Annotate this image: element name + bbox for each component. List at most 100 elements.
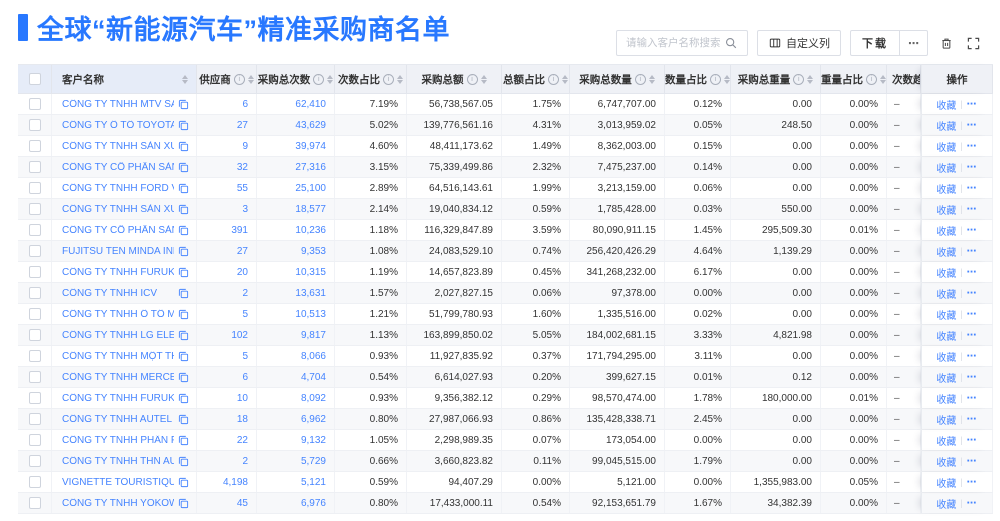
row-checkbox[interactable] [28,98,41,110]
more-actions-button[interactable]: ⋯ [966,497,978,509]
row-checkbox[interactable] [28,203,41,215]
more-actions-button[interactable]: ⋯ [966,287,978,299]
favorite-button[interactable]: 收藏 [936,478,957,490]
favorite-button[interactable]: 收藏 [936,184,957,196]
purchase-times-cell[interactable]: 5,121 [257,472,335,492]
row-checkbox[interactable] [28,308,41,320]
download-button[interactable]: 下载 [862,38,888,50]
search-icon[interactable] [722,34,740,52]
copy-icon[interactable] [174,204,189,215]
suppliers-cell[interactable]: 18 [197,409,257,429]
customer-name-link[interactable]: FUJITSU TEN MINDA INDIA PVT... [62,245,174,257]
row-checkbox[interactable] [28,287,41,299]
customer-name-link[interactable]: CÔNG TY TNHH ICV [62,287,158,299]
purchase-times-cell[interactable]: 62,410 [257,94,335,114]
purchase-times-cell[interactable]: 13,631 [257,283,335,303]
row-checkbox[interactable] [28,329,41,341]
copy-icon[interactable] [174,351,189,362]
more-actions-button[interactable]: ⋯ [966,392,978,404]
purchase-times-cell[interactable]: 6,976 [257,493,335,513]
copy-icon[interactable] [174,498,189,509]
more-actions-button[interactable]: ⋯ [966,182,978,194]
copy-icon[interactable] [174,330,189,341]
suppliers-cell[interactable]: 3 [197,199,257,219]
copy-icon[interactable] [174,120,189,131]
row-checkbox[interactable] [28,119,41,131]
favorite-button[interactable]: 收藏 [936,499,957,511]
customer-name-link[interactable]: CÔNG TY TNHH MỘT THÀNH V... [62,350,174,362]
favorite-button[interactable]: 收藏 [936,457,957,469]
suppliers-cell[interactable]: 20 [197,262,257,282]
suppliers-cell[interactable]: 22 [197,430,257,450]
favorite-button[interactable]: 收藏 [936,331,957,343]
copy-icon[interactable] [174,267,189,278]
favorite-button[interactable]: 收藏 [936,121,957,133]
suppliers-cell[interactable]: 391 [197,220,257,240]
copy-icon[interactable] [174,477,189,488]
suppliers-cell[interactable]: 27 [197,241,257,261]
purchase-times-cell[interactable]: 9,353 [257,241,335,261]
col-header-quantity[interactable]: 采购总数量 i [570,65,665,93]
favorite-button[interactable]: 收藏 [936,142,957,154]
purchase-times-cell[interactable]: 27,316 [257,157,335,177]
more-actions-button[interactable]: ⋯ [966,266,978,278]
search-input[interactable] [624,36,722,50]
purchase-times-cell[interactable]: 4,704 [257,367,335,387]
row-checkbox[interactable] [28,245,41,257]
suppliers-cell[interactable]: 6 [197,367,257,387]
copy-icon[interactable] [174,309,189,320]
suppliers-cell[interactable]: 10 [197,388,257,408]
col-header-customer-name[interactable]: 客户名称 [52,65,197,93]
purchase-times-cell[interactable]: 25,100 [257,178,335,198]
col-header-amount-pct[interactable]: 总额占比 i [502,65,570,93]
customer-name-link[interactable]: VIGNETTE TOURISTIQUE G UNI... [62,476,174,488]
customer-name-link[interactable]: CÔNG TY TNHH YOKOWO VIỆT... [62,497,174,509]
purchase-times-cell[interactable]: 39,974 [257,136,335,156]
copy-icon[interactable] [174,141,189,152]
copy-icon[interactable] [174,372,189,383]
more-actions-button[interactable]: ⋯ [966,350,978,362]
more-actions-button[interactable]: ⋯ [966,98,978,110]
row-checkbox[interactable] [28,182,41,194]
customer-name-link[interactable]: CÔNG TY Ô TÔ TOYOTA VIỆT ... [62,119,174,131]
col-header-purchase-times[interactable]: 采购总次数 i [257,65,335,93]
favorite-button[interactable]: 收藏 [936,247,957,259]
suppliers-cell[interactable]: 45 [197,493,257,513]
copy-icon[interactable] [174,246,189,257]
purchase-times-cell[interactable]: 10,513 [257,304,335,324]
copy-icon[interactable] [174,162,189,173]
customer-name-link[interactable]: CÔNG TY TNHH MTV SẢN XUẤ... [62,98,174,110]
col-header-suppliers[interactable]: 供应商 i [197,65,257,93]
customer-name-link[interactable]: CÔNG TY TNHH MERCEDES–B... [62,371,174,383]
suppliers-cell[interactable]: 6 [197,94,257,114]
copy-icon[interactable] [174,183,189,194]
favorite-button[interactable]: 收藏 [936,268,957,280]
more-actions-button[interactable]: ⋯ [966,203,978,215]
purchase-times-cell[interactable]: 43,629 [257,115,335,135]
customer-name-link[interactable]: CÔNG TY TNHH FURUKAWA A... [62,266,174,278]
row-checkbox[interactable] [28,140,41,152]
customer-name-link[interactable]: CÔNG TY CỔ PHẦN SẢN XUẤT... [62,224,174,236]
copy-icon[interactable] [174,288,189,299]
purchase-times-cell[interactable]: 8,092 [257,388,335,408]
copy-icon[interactable] [174,393,189,404]
favorite-button[interactable]: 收藏 [936,226,957,238]
customer-name-link[interactable]: CÔNG TY TNHH PHÂN PHỐI T... [62,434,174,446]
download-more-button[interactable]: ⋯ [899,31,927,55]
customer-name-link[interactable]: CÔNG TY TNHH FURUKAWA A... [62,392,174,404]
customer-name-link[interactable]: CÔNG TY CỔ PHẦN SẢN XUẤT... [62,161,174,173]
suppliers-cell[interactable]: 5 [197,304,257,324]
favorite-button[interactable]: 收藏 [936,352,957,364]
favorite-button[interactable]: 收藏 [936,415,957,427]
col-header-weight[interactable]: 采购总重量 i [731,65,821,93]
more-actions-button[interactable]: ⋯ [966,140,978,152]
col-header-amount[interactable]: 采购总额 i [407,65,502,93]
row-checkbox[interactable] [28,455,41,467]
purchase-times-cell[interactable]: 18,577 [257,199,335,219]
row-checkbox[interactable] [28,224,41,236]
suppliers-cell[interactable]: 2 [197,283,257,303]
customer-name-link[interactable]: CÔNG TY TNHH AUTEL VIỆT N... [62,413,174,425]
select-all-checkbox[interactable] [28,73,41,85]
favorite-button[interactable]: 收藏 [936,205,957,217]
more-actions-button[interactable]: ⋯ [966,161,978,173]
